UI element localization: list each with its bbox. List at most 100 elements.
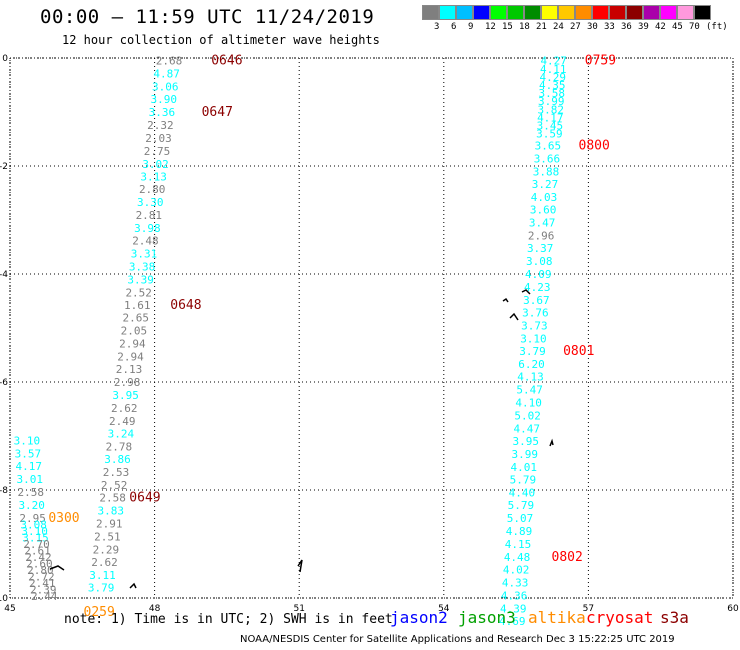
island-outline bbox=[509, 312, 519, 321]
wave-height-label: 2.96 bbox=[528, 230, 555, 243]
wave-height-label: 3.36 bbox=[149, 106, 176, 119]
wave-height-label: 2.05 bbox=[121, 325, 148, 338]
wave-height-label: 3.08 bbox=[526, 255, 553, 268]
wave-height-label: 4.29 bbox=[539, 71, 566, 84]
lon-tick-label: 57 bbox=[583, 604, 594, 614]
wave-height-label: 3.45 bbox=[537, 120, 564, 133]
legend-item-jason3: jason3 bbox=[458, 608, 516, 627]
wave-height-label: 4.47 bbox=[513, 422, 540, 435]
wave-height-label: 4.15 bbox=[505, 538, 532, 551]
wave-height-label: 3.95 bbox=[512, 435, 539, 448]
legend-item-s3a: s3a bbox=[660, 608, 689, 627]
pass-time-label: 0648 bbox=[170, 298, 201, 313]
lon-tick-label: 51 bbox=[293, 604, 304, 614]
wave-height-label: 4.33 bbox=[502, 576, 529, 589]
color-swatch bbox=[558, 5, 575, 20]
wave-height-label: 5.79 bbox=[508, 499, 535, 512]
wave-height-label: 4.39 bbox=[500, 602, 527, 615]
wave-height-label: 3.58 bbox=[539, 87, 566, 100]
wave-height-label: 3.79 bbox=[88, 582, 115, 595]
lat-tick-label: -8 bbox=[0, 486, 8, 496]
wave-height-label: 3.15 bbox=[22, 532, 49, 545]
wave-height-label: 5.02 bbox=[514, 409, 541, 422]
wave-height-label: 3.38 bbox=[129, 260, 156, 273]
pass-time-label: 0759 bbox=[585, 54, 616, 69]
wave-height-label: 2.68 bbox=[156, 55, 183, 68]
wave-height-label: 2.98 bbox=[114, 376, 141, 389]
lat-tick-label: -6 bbox=[0, 378, 8, 388]
wave-height-label: 4.17 bbox=[16, 460, 43, 473]
wave-height-label: 2.78 bbox=[106, 440, 133, 453]
lon-tick-label: 48 bbox=[149, 604, 161, 614]
color-swatch bbox=[609, 5, 626, 20]
wave-height-label: 6.20 bbox=[518, 358, 545, 371]
pass-time-label: 0801 bbox=[563, 344, 594, 359]
map-subtitle: 12 hour collection of altimeter wave hei… bbox=[62, 33, 380, 47]
wave-height-label: 4.01 bbox=[511, 461, 538, 474]
wave-height-label: 2.49 bbox=[109, 415, 136, 428]
color-scale-label: 12 bbox=[485, 22, 496, 32]
wave-height-label: 4.10 bbox=[515, 397, 542, 410]
wave-height-label: 2.03 bbox=[145, 132, 172, 145]
color-scale-label: 42 bbox=[655, 22, 666, 32]
color-swatch bbox=[456, 5, 473, 20]
wave-height-label: 2.29 bbox=[93, 543, 120, 556]
wave-height-label: 2.32 bbox=[147, 119, 174, 132]
wave-height-label: 2.44 bbox=[31, 590, 58, 603]
pass-time-label: 0259 bbox=[84, 605, 115, 620]
wave-height-label: 3.24 bbox=[108, 427, 135, 440]
wave-height-label: 3.59 bbox=[536, 128, 563, 141]
color-swatch bbox=[490, 5, 507, 20]
island-outline bbox=[49, 565, 65, 571]
color-swatch bbox=[575, 5, 592, 20]
color-swatch bbox=[439, 5, 456, 20]
wave-height-label: 4.09 bbox=[525, 268, 552, 281]
wave-height-label: 3.99 bbox=[512, 448, 539, 461]
wave-height-label: 4.27 bbox=[540, 55, 567, 68]
wave-height-label: 3.57 bbox=[15, 447, 42, 460]
wave-height-label: 4.89 bbox=[506, 525, 533, 538]
wave-height-label: 2.75 bbox=[144, 145, 171, 158]
wave-height-label: 2.94 bbox=[119, 338, 146, 351]
wave-height-label: 2.62 bbox=[111, 402, 138, 415]
wave-height-label: 3.31 bbox=[131, 247, 158, 260]
island-outline bbox=[129, 582, 137, 589]
wave-height-label: 5.47 bbox=[516, 384, 543, 397]
color-scale-label: 27 bbox=[570, 22, 581, 32]
island-outline bbox=[549, 438, 554, 447]
legend-item-altika: altika bbox=[528, 608, 586, 627]
wave-height-label: 4.40 bbox=[509, 487, 536, 500]
color-scale-label: (ft) bbox=[706, 22, 728, 32]
wave-height-label: 4.11 bbox=[540, 63, 567, 76]
wave-height-label: 2.94 bbox=[117, 351, 144, 364]
pass-time-label: 0300 bbox=[48, 511, 79, 526]
lon-tick-label: 60 bbox=[727, 604, 739, 614]
lat-tick-label: -2 bbox=[0, 162, 8, 172]
color-scale-label: 30 bbox=[587, 22, 598, 32]
color-scale-label: 45 bbox=[672, 22, 683, 32]
pass-time-label: 0802 bbox=[552, 550, 583, 565]
island-outline bbox=[521, 289, 531, 295]
wave-height-label: 2.91 bbox=[96, 517, 123, 530]
lat-tick-label: -10 bbox=[0, 594, 8, 604]
wave-height-label: 3.08 bbox=[20, 519, 47, 532]
color-scale-label: 15 bbox=[502, 22, 513, 32]
wave-height-label: 2.42 bbox=[25, 551, 52, 564]
wave-height-label: 2.39 bbox=[30, 583, 57, 596]
color-swatch bbox=[592, 5, 609, 20]
wave-height-label: 3.13 bbox=[140, 170, 167, 183]
wave-height-label: 2.70 bbox=[23, 538, 50, 551]
wave-height-label: 4.03 bbox=[531, 191, 558, 204]
wave-height-label: 3.86 bbox=[104, 453, 131, 466]
wave-height-label: 3.67 bbox=[523, 294, 550, 307]
wave-height-label: 3.39 bbox=[127, 273, 154, 286]
wave-height-label: 4.02 bbox=[503, 563, 530, 576]
legend-item-jason2: jason2 bbox=[390, 608, 448, 627]
map-frame bbox=[9, 57, 734, 599]
map-title: 00:00 — 11:59 UTC 11/24/2019 bbox=[40, 6, 375, 28]
wave-height-label: 2.81 bbox=[136, 209, 163, 222]
color-swatch bbox=[524, 5, 541, 20]
wave-height-label: 3.47 bbox=[529, 217, 556, 230]
wave-height-label: 3.79 bbox=[519, 345, 546, 358]
